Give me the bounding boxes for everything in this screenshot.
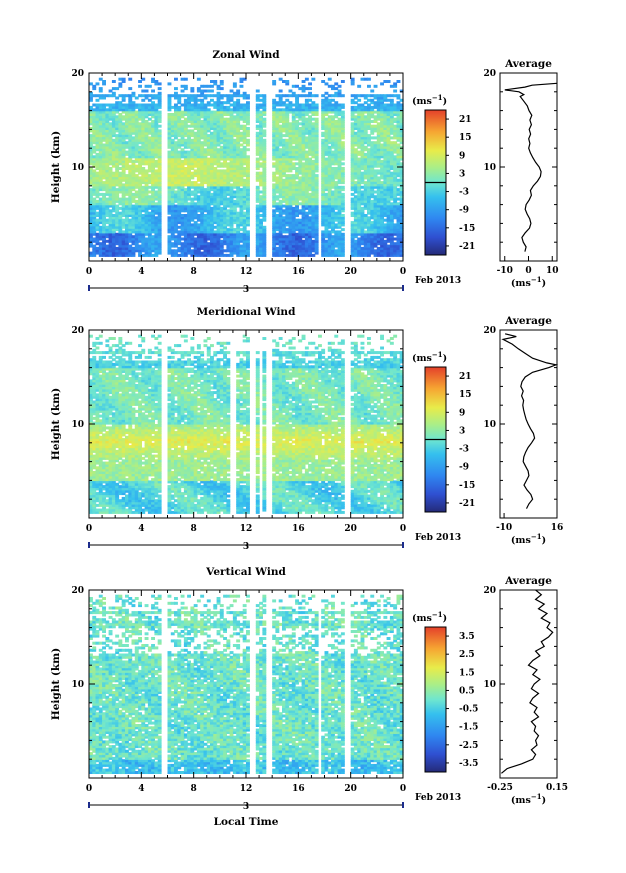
field-cell — [112, 80, 116, 83]
field-cell — [367, 78, 371, 81]
field-cell — [190, 87, 194, 90]
field-cell — [220, 80, 224, 83]
field-cell — [341, 233, 345, 236]
field-cell — [272, 80, 276, 83]
field-cell — [328, 78, 332, 81]
field-cell — [96, 82, 100, 85]
field-cell — [236, 99, 240, 102]
field-cell — [112, 92, 116, 95]
field-cell — [158, 111, 162, 114]
field-cell — [145, 90, 149, 93]
field-cell — [279, 90, 283, 93]
field-cell — [357, 99, 361, 102]
field-cell — [256, 90, 260, 93]
field-cell — [158, 87, 162, 90]
field-cell — [141, 78, 145, 81]
field-cell — [138, 85, 142, 88]
field-cell — [220, 87, 224, 90]
field-cell — [357, 85, 361, 88]
field-cell — [174, 87, 178, 90]
field-cell — [246, 148, 250, 151]
field-cell — [305, 78, 309, 81]
field-cell — [246, 94, 250, 97]
field-cell — [246, 155, 250, 158]
field-cell — [341, 104, 345, 107]
field-cell — [213, 80, 217, 83]
field-cell — [246, 127, 250, 130]
field-cell — [197, 78, 201, 81]
field-cell — [158, 129, 162, 132]
field-cell — [338, 90, 342, 93]
field-cell — [341, 214, 345, 217]
field-cell — [351, 78, 355, 81]
field-cell — [311, 78, 315, 81]
field-cell — [233, 82, 237, 85]
field-cell — [128, 78, 132, 81]
field-cell — [184, 85, 188, 88]
field-cell — [122, 78, 126, 81]
field-cell — [262, 139, 266, 142]
field-cell — [184, 78, 188, 81]
field-cell — [262, 118, 266, 121]
field-cell — [370, 90, 374, 93]
field-cell — [246, 139, 250, 142]
field-cell — [308, 82, 312, 85]
field-cell — [341, 111, 345, 114]
field-cell — [341, 167, 345, 170]
field-cell — [102, 80, 106, 83]
field-cell — [158, 82, 162, 85]
field-cell — [262, 226, 266, 229]
field-cell — [341, 141, 345, 144]
field-cell — [341, 94, 345, 97]
field-cell — [128, 87, 132, 90]
field-cell — [367, 85, 371, 88]
field-cell — [240, 85, 244, 88]
field-cell — [148, 85, 152, 88]
field-cell — [132, 92, 136, 95]
field-cell — [151, 90, 155, 93]
field-cell — [341, 80, 345, 83]
field-cell — [168, 82, 172, 85]
field-cell — [341, 193, 345, 196]
field-cell — [338, 85, 342, 88]
field-cell — [285, 80, 289, 83]
field-cell — [341, 162, 345, 165]
field-cell — [246, 101, 250, 104]
field-cell — [315, 104, 319, 107]
field-cell — [158, 125, 162, 128]
field-cell — [315, 94, 319, 97]
field-cell — [210, 90, 214, 93]
field-cell — [341, 186, 345, 189]
field-cell — [246, 230, 250, 233]
field-cell — [315, 174, 319, 177]
field-cell — [341, 228, 345, 231]
field-cell — [262, 129, 266, 132]
field-cell — [315, 118, 319, 121]
field-cell — [99, 87, 103, 90]
field-cell — [174, 78, 178, 81]
field-cell — [308, 87, 312, 90]
field-cell — [262, 94, 266, 97]
wind-field-heatmap — [89, 78, 404, 257]
field-cell — [158, 92, 162, 95]
field-cell — [236, 90, 240, 93]
